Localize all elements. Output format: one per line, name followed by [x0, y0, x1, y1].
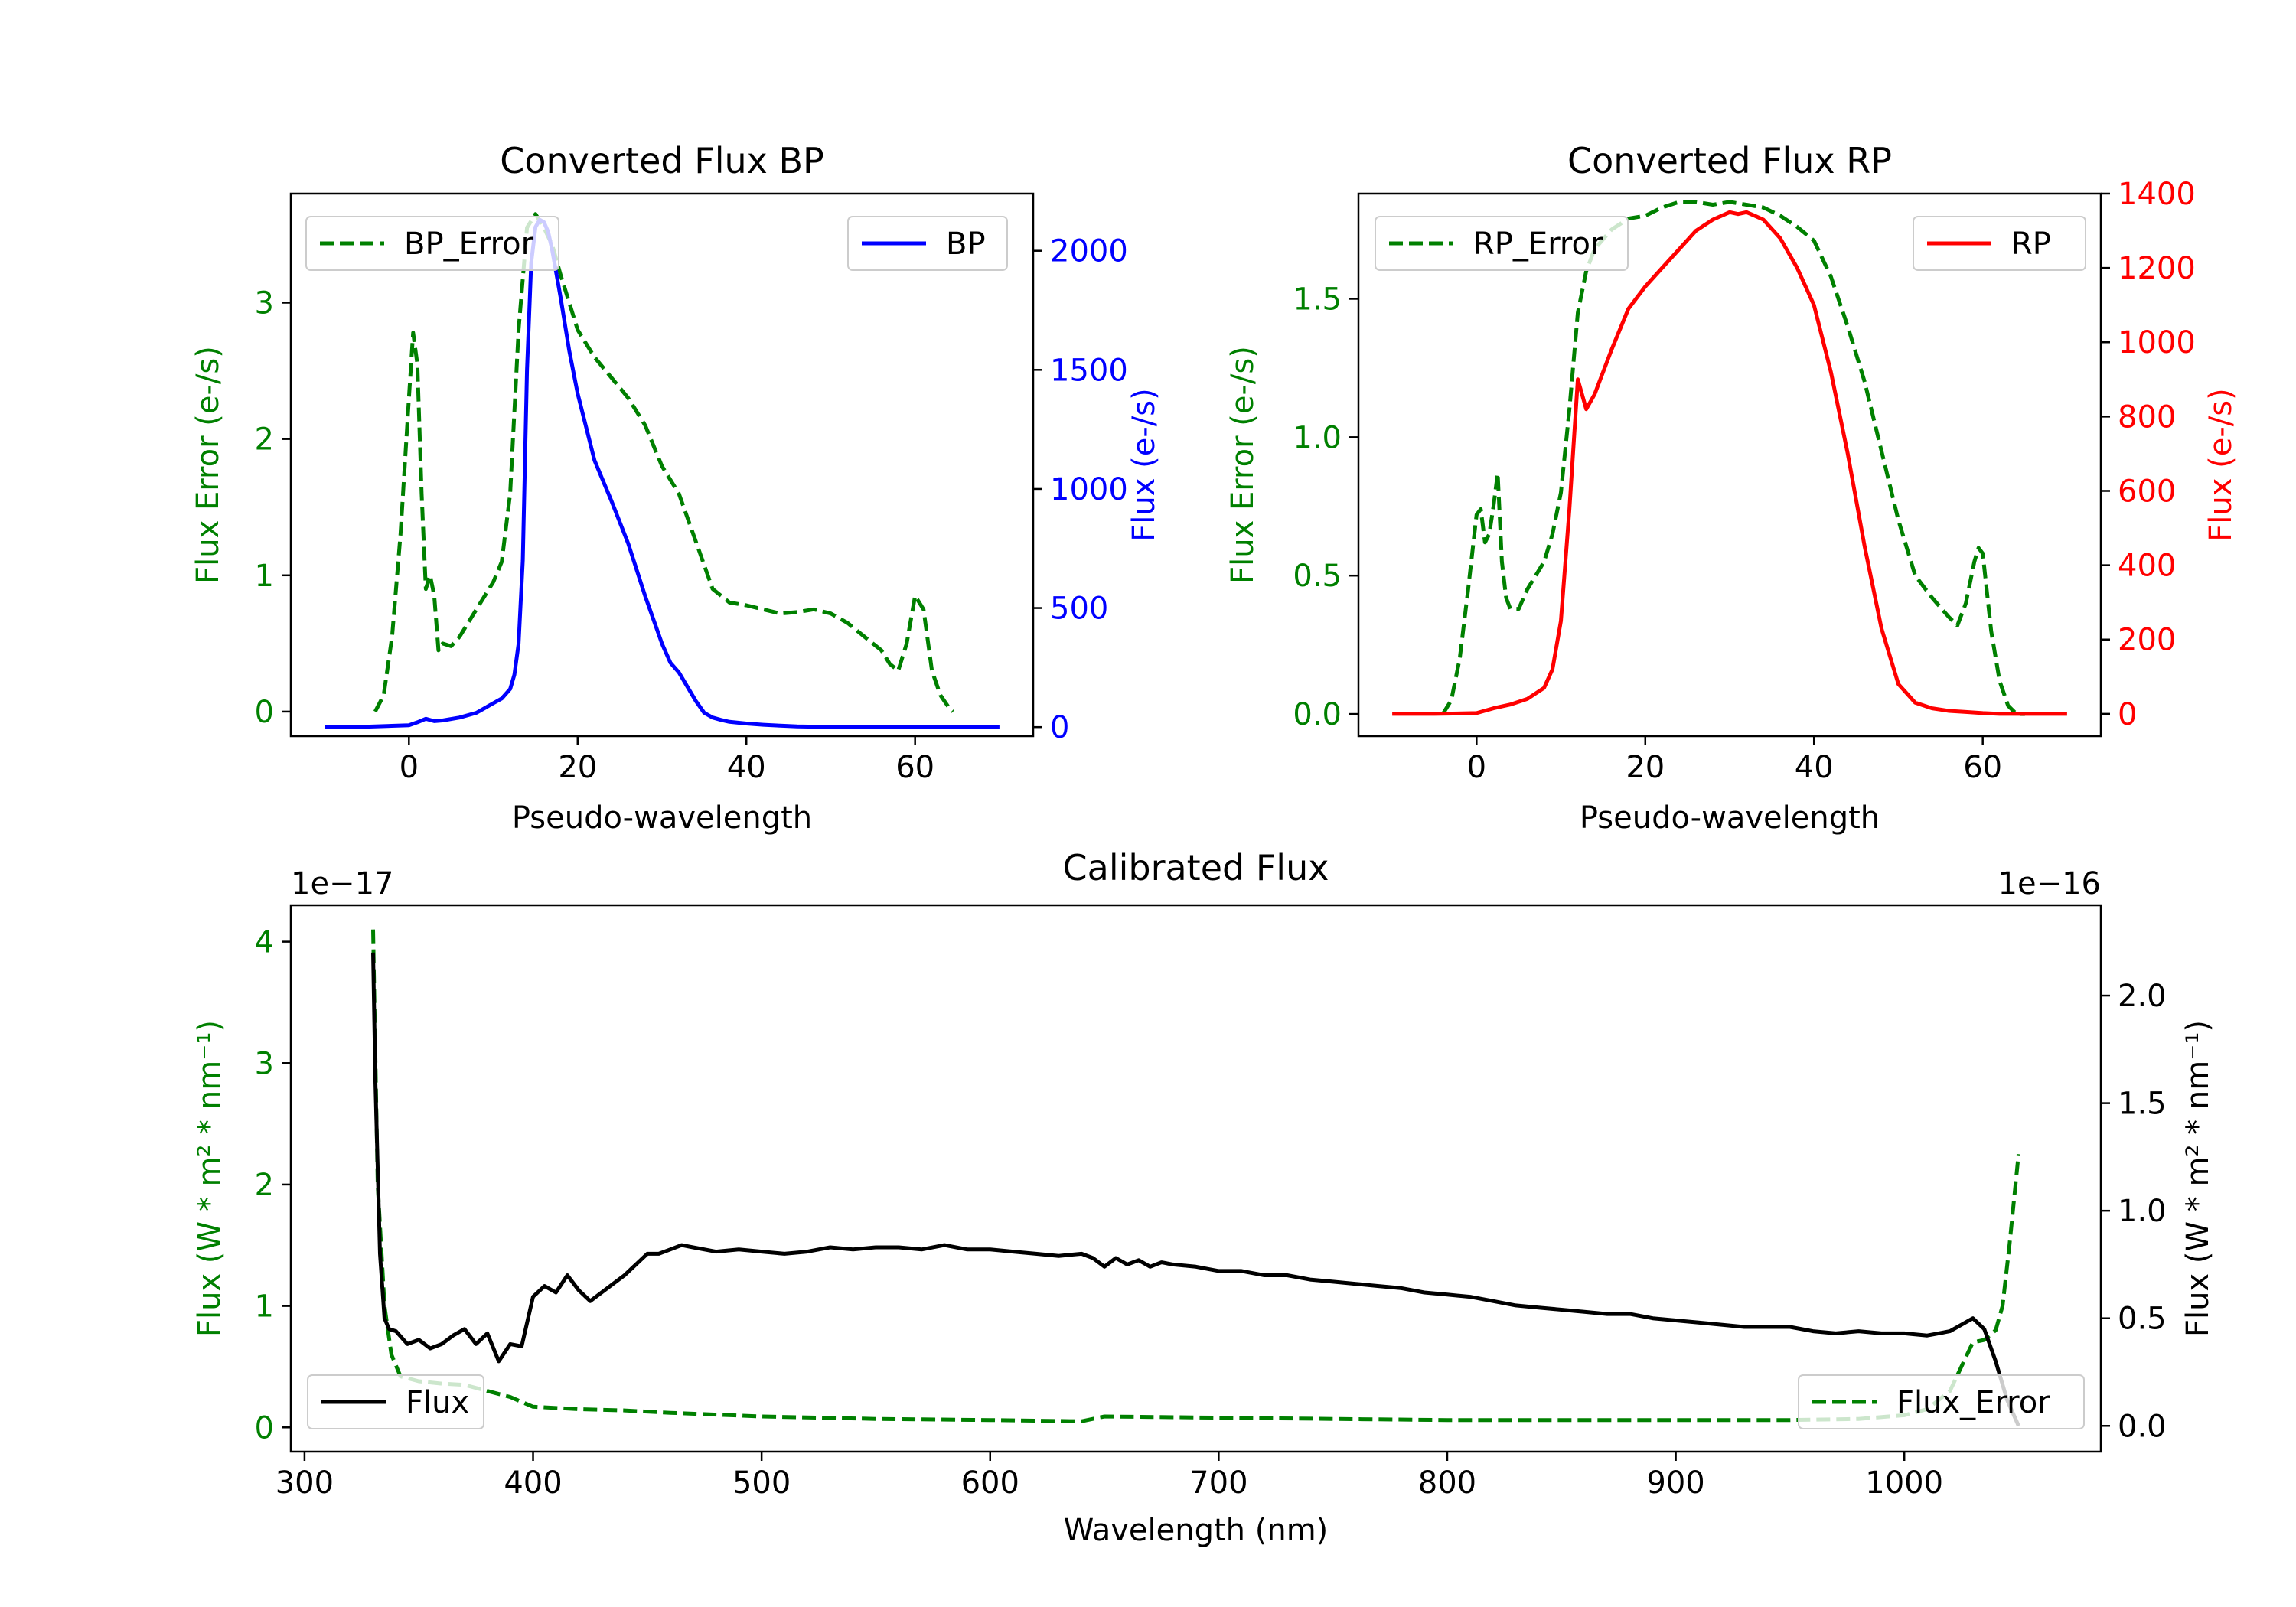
- calibrated-error-legend: Flux_Error: [1798, 1374, 2085, 1429]
- bp-left-y-axis-label: Flux Error (e-/s): [191, 346, 226, 584]
- calibrated-left-offset-text: 1e−17: [291, 866, 393, 901]
- rp-error-legend-label: RP_Error: [1473, 227, 1603, 262]
- calibrated-x-tick-label: 400: [504, 1465, 562, 1501]
- bp-left-y-tick-label: 3: [255, 286, 274, 321]
- rp-left-y-tick-label: 1.0: [1293, 420, 1342, 455]
- rp-right-y-tick-label: 1200: [2118, 251, 2196, 286]
- bp-chart-panel: Converted Flux BP Pseudo-wavelength Flux…: [191, 140, 1162, 836]
- calibrated-left-y-tick-label: 3: [255, 1046, 274, 1081]
- bp-error-legend-frame: [305, 216, 559, 271]
- calibrated-flux-legend-label: Flux: [406, 1385, 469, 1420]
- bp-bp-line: [325, 217, 1000, 729]
- bp-x-tick-label: 20: [558, 750, 597, 785]
- calibrated-left-y-tick-label: 0: [255, 1410, 274, 1446]
- calibrated-left-y-tick-label: 4: [255, 925, 274, 960]
- rp-right-y-tick-label: 200: [2118, 623, 2176, 658]
- calibrated-right-y-tick-label: 1.5: [2118, 1087, 2167, 1122]
- rp-x-tick-label: 20: [1626, 750, 1665, 785]
- calibrated-right-offset-text: 1e−16: [1998, 866, 2101, 901]
- bp-error-legend: BP_Error: [305, 216, 559, 271]
- bp-left-y-tick-label: 0: [255, 695, 274, 730]
- calibrated-flux-line: [371, 952, 2020, 1427]
- calibrated-x-tick-label: 700: [1189, 1465, 1247, 1501]
- rp-right-y-tick-label: 400: [2118, 549, 2176, 584]
- rp-right-y-tick-label: 1000: [2118, 325, 2196, 360]
- bp-bp-error-line: [373, 212, 955, 713]
- bp-chart-title: Converted Flux BP: [500, 140, 824, 181]
- calibrated-x-tick-label: 500: [732, 1465, 791, 1501]
- calibrated-left-y-tick-label: 2: [255, 1168, 274, 1203]
- rp-chart-panel: Converted Flux RP Pseudo-wavelength Flux…: [1225, 140, 2239, 836]
- rp-rp-line: [1392, 210, 2067, 716]
- bp-left-y-tick-label: 1: [255, 559, 274, 594]
- calibrated-x-axis-label: Wavelength (nm): [1064, 1513, 1329, 1548]
- rp-flux-legend-frame: [1913, 216, 2086, 271]
- bp-x-axis-label: Pseudo-wavelength: [512, 800, 812, 836]
- calibrated-plot-frame: [289, 904, 2102, 1453]
- calibrated-right-y-tick-label: 2.0: [2118, 979, 2167, 1014]
- bp-x-tick-label: 40: [727, 750, 766, 785]
- bp-flux-legend-frame: [847, 216, 1008, 271]
- bp-right-y-tick-label: 500: [1050, 592, 1108, 627]
- rp-right-y-tick-label: 0: [2118, 697, 2137, 732]
- calibrated-x-tick-label: 1000: [1865, 1465, 1943, 1501]
- rp-right-y-axis-label: Flux (e-/s): [2203, 388, 2239, 541]
- rp-chart-title: Converted Flux RP: [1567, 140, 1892, 181]
- calibrated-right-y-tick-label: 0.5: [2118, 1302, 2167, 1337]
- rp-right-y-tick-label: 600: [2118, 474, 2176, 509]
- calibrated-x-tick-label: 300: [276, 1465, 334, 1501]
- rp-x-tick-label: 0: [1467, 750, 1486, 785]
- rp-plot-frame: [1357, 192, 2102, 738]
- calibrated-chart-panel: Calibrated Flux Wavelength (nm) Flux (W …: [192, 847, 2216, 1548]
- bp-series-layer: [325, 212, 1000, 729]
- bp-x-tick-label: 60: [895, 750, 934, 785]
- rp-x-axis-label: Pseudo-wavelength: [1580, 800, 1880, 836]
- rp-series-layer: [1392, 200, 2067, 716]
- rp-x-tick-label: 60: [1963, 750, 2002, 785]
- calibrated-flux-legend: Flux: [307, 1374, 484, 1429]
- bp-plot-frame: [289, 192, 1035, 738]
- rp-left-y-tick-label: 0.5: [1293, 559, 1342, 594]
- rp-rp-error-line: [1441, 200, 2025, 716]
- bp-right-y-tick-label: 1500: [1050, 353, 1128, 388]
- rp-left-y-tick-label: 0.0: [1293, 697, 1342, 732]
- rp-right-y-tick-label: 800: [2118, 399, 2176, 435]
- rp-right-y-tick-label: 1400: [2118, 177, 2196, 212]
- calibrated-right-y-tick-label: 1.0: [2118, 1194, 2167, 1229]
- rp-x-tick-label: 40: [1795, 750, 1834, 785]
- rp-flux-legend: RP: [1913, 216, 2086, 271]
- calibrated-x-tick-label: 600: [961, 1465, 1019, 1501]
- rp-error-legend: RP_Error: [1375, 216, 1629, 271]
- rp-flux-legend-label: RP: [2011, 227, 2051, 262]
- calibrated-right-y-axis-label: Flux (W * m² * nm⁻¹): [2180, 1020, 2216, 1337]
- calibrated-chart-title: Calibrated Flux: [1063, 847, 1329, 888]
- calibrated-x-tick-label: 900: [1646, 1465, 1704, 1501]
- bp-left-y-tick-label: 2: [255, 422, 274, 458]
- calibrated-left-y-tick-label: 1: [255, 1289, 274, 1325]
- bp-error-legend-label: BP_Error: [404, 227, 534, 262]
- calibrated-left-y-axis-label: Flux (W * m² * nm⁻¹): [192, 1020, 227, 1337]
- rp-error-legend-frame: [1375, 216, 1629, 271]
- bp-flux-legend-label: BP: [946, 227, 986, 262]
- bp-x-tick-label: 0: [400, 750, 419, 785]
- calibrated-error-legend-frame: [1798, 1374, 2085, 1429]
- calibrated-right-y-tick-label: 0.0: [2118, 1409, 2167, 1444]
- calibrated-x-tick-label: 800: [1418, 1465, 1476, 1501]
- calibrated-error-legend-label: Flux_Error: [1896, 1385, 2050, 1420]
- bp-right-y-tick-label: 1000: [1050, 472, 1128, 507]
- bp-flux-legend: BP: [847, 216, 1008, 271]
- rp-left-y-axis-label: Flux Error (e-/s): [1225, 346, 1261, 584]
- bp-right-y-tick-label: 0: [1050, 710, 1069, 745]
- bp-right-y-axis-label: Flux (e-/s): [1127, 388, 1162, 541]
- bp-right-y-tick-label: 2000: [1050, 234, 1128, 269]
- calibrated-flux-legend-frame: [307, 1374, 484, 1429]
- rp-left-y-tick-label: 1.5: [1293, 282, 1342, 317]
